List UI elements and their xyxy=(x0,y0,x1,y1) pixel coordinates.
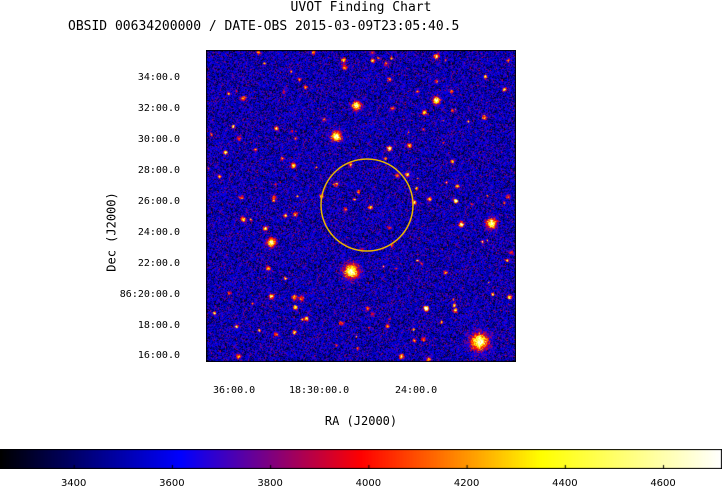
colorbar-tick-label: 4000 xyxy=(355,478,382,489)
chart-title: UVOT Finding Chart xyxy=(290,0,432,15)
y-tick-label: 86:20:00.0 xyxy=(119,289,180,300)
y-tick-label: 32:00.0 xyxy=(137,103,180,114)
chart-subtitle: OBSID 00634200000 / DATE-OBS 2015-03-09T… xyxy=(68,19,460,34)
y-tick-label: 34:00.0 xyxy=(137,72,180,83)
colorbar-tick-label: 3800 xyxy=(257,478,283,489)
x-tick-label: 36:00.0 xyxy=(213,385,256,396)
colorbar-tick-label: 4200 xyxy=(453,478,480,489)
y-axis-label: Dec (J2000) xyxy=(104,192,119,272)
colorbar xyxy=(0,449,722,469)
y-tick-label: 22:00.0 xyxy=(137,258,180,269)
target-region-circle xyxy=(320,158,414,252)
y-tick-label: 18:00.0 xyxy=(137,320,180,331)
y-tick-label: 26:00.0 xyxy=(137,196,180,207)
x-axis-label: RA (J2000) xyxy=(324,414,398,428)
y-tick-label: 30:00.0 xyxy=(137,134,180,145)
colorbar-tick-label: 3400 xyxy=(60,478,87,489)
y-tick-label: 28:00.0 xyxy=(137,165,180,176)
colorbar-tick-label: 3600 xyxy=(159,478,185,489)
region-overlay xyxy=(320,158,414,252)
colorbar-tick-label: 4600 xyxy=(650,478,676,489)
x-tick-label: 24:00.0 xyxy=(395,385,438,396)
colorbar-tick-label: 4400 xyxy=(552,478,578,489)
sky-image xyxy=(206,50,516,362)
x-tick-label: 18:30:00.0 xyxy=(289,385,350,396)
y-tick-label: 16:00.0 xyxy=(137,350,180,361)
y-tick-label: 24:00.0 xyxy=(137,227,180,238)
